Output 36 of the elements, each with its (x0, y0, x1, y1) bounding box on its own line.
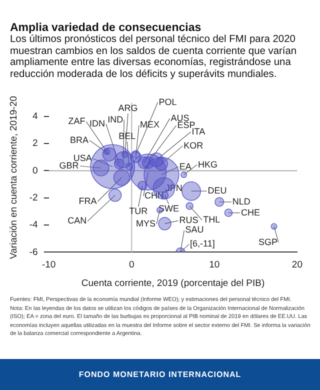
annotation: CHE (240, 207, 260, 218)
x-tick-label: 10 (209, 260, 220, 271)
y-tick-label: 0 (32, 165, 38, 176)
annotation: SGP (258, 236, 278, 247)
annotation: IDN (89, 118, 105, 128)
annotation: IND (108, 114, 124, 124)
annotation: SAU (185, 224, 204, 235)
annotation: BRA (70, 134, 89, 145)
y-tick-label: -2 (29, 192, 38, 204)
y-tick-label: -6 (29, 246, 38, 258)
annotation: HKG (198, 159, 218, 170)
annotation: ARG (118, 102, 138, 113)
annotation: [6,-11] (190, 238, 215, 249)
annotation: THL (203, 214, 220, 225)
annotation: NLD (232, 196, 251, 206)
annotation: POL (158, 96, 177, 107)
x-axis-title: Cuenta corriente, 2019 (porcentaje del PIB) (81, 278, 265, 289)
y-tick-label: -4 (29, 220, 38, 231)
y-axis-title: Variación en cuenta corriente, 2019-20 (8, 96, 20, 260)
annotation: FRA (78, 196, 97, 206)
chart-subtitle: Los últimos pronósticos del personal técnico del FMI para 2020 muestran cambios en los saldos de cuenta corriente que varían ampliamente entre las diversas economías, registrándose una reducción moderada de los déficits y superávits mundiales. (10, 34, 298, 80)
x-tick-label: -10 (42, 260, 56, 271)
y-tick-label: 2 (32, 138, 38, 150)
annotation: KOR (184, 140, 204, 150)
annotation: EA (179, 161, 192, 172)
annotation: RUS (179, 215, 198, 226)
annotation: CAN (68, 216, 87, 226)
annotation: TUR (129, 206, 148, 216)
x-tick-label: 20 (292, 260, 302, 271)
chart-title: Amplia variedad de consecuencias (10, 22, 202, 34)
x-tick-label: 0 (128, 260, 134, 271)
annotation: ZAF (68, 116, 86, 126)
annotation: DEU (208, 186, 227, 196)
text: FONDO MONETARIO INTERNACIONAL (0, 359, 320, 390)
y-tick-label: 4 (32, 111, 38, 122)
annotation: MYS (136, 218, 156, 229)
